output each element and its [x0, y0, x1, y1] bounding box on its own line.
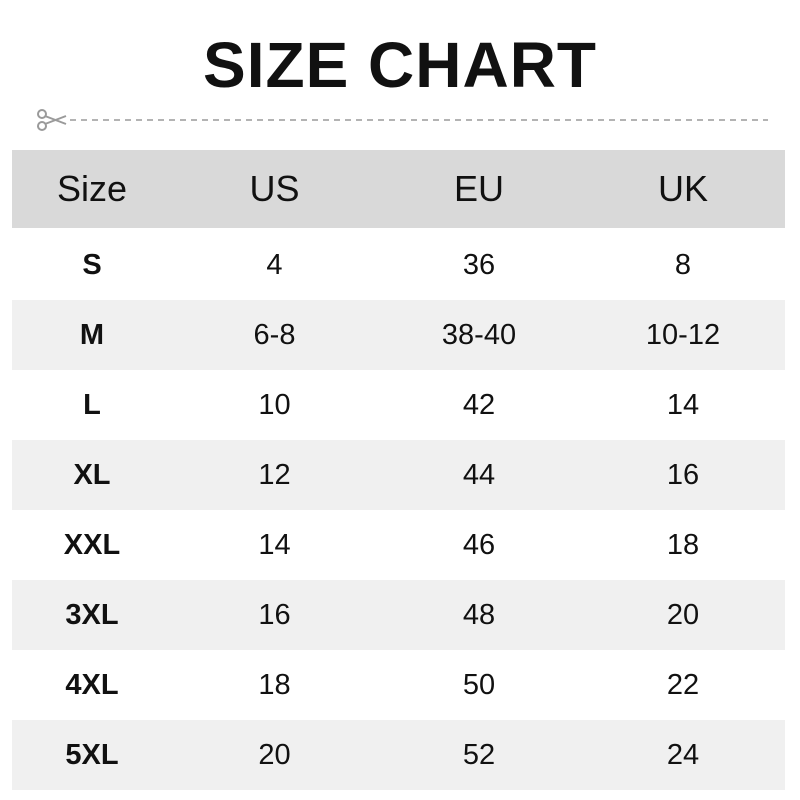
table-row: L 10 42 14 — [12, 370, 785, 440]
cell-uk: 18 — [666, 528, 700, 561]
cell-eu: 46 — [462, 528, 496, 561]
header-size: Size — [56, 168, 128, 209]
table-header: Size US EU UK — [12, 150, 785, 228]
cell-size: XXL — [63, 528, 121, 561]
cell-us: 4 — [266, 248, 283, 281]
table-row: 5XL 20 52 24 — [12, 720, 785, 790]
cell-size: 5XL — [65, 738, 119, 771]
cell-us: 16 — [258, 598, 291, 631]
cell-uk: 10-12 — [645, 318, 721, 351]
scissors-icon — [37, 109, 67, 131]
cell-size: 4XL — [65, 668, 119, 701]
cell-eu: 44 — [462, 458, 496, 491]
cell-uk: 24 — [666, 738, 700, 771]
cell-us: 14 — [258, 528, 291, 561]
table-row: XL 12 44 16 — [12, 440, 785, 510]
table-row: 3XL 16 48 20 — [12, 580, 785, 650]
cell-eu: 36 — [462, 248, 496, 281]
table-row: M 6-8 38-40 10-12 — [12, 300, 785, 370]
table-row: 4XL 18 50 22 — [12, 650, 785, 720]
cell-us: 18 — [258, 668, 291, 701]
cell-us: 20 — [258, 738, 291, 771]
table-row: S 4 36 8 — [12, 230, 785, 300]
cell-size: 3XL — [65, 598, 119, 631]
cell-uk: 16 — [666, 458, 700, 491]
header-uk: UK — [657, 168, 708, 209]
header-eu: EU — [453, 168, 504, 209]
cell-eu: 38-40 — [441, 318, 517, 351]
cell-eu: 50 — [462, 668, 496, 701]
cell-uk: 14 — [666, 388, 700, 421]
cell-eu: 42 — [462, 388, 496, 421]
table-row: XXL 14 46 18 — [12, 510, 785, 580]
cell-uk: 22 — [666, 668, 700, 701]
cell-us: 6-8 — [253, 318, 296, 351]
cell-size: XL — [73, 458, 111, 491]
cell-size: S — [82, 248, 102, 281]
cut-line — [37, 109, 768, 131]
page-title: SIZE CHART — [203, 29, 597, 101]
cell-size: L — [83, 388, 101, 421]
cell-uk: 20 — [666, 598, 700, 631]
size-table: Size US EU UK S 4 36 8 M 6-8 38-40 10-12 L 10 42 14… — [12, 150, 785, 790]
cell-size: M — [79, 318, 105, 351]
cell-uk: 8 — [674, 248, 692, 281]
cell-us: 10 — [258, 388, 291, 421]
cell-eu: 52 — [462, 738, 496, 771]
cell-eu: 48 — [462, 598, 496, 631]
header-us: US — [249, 168, 300, 209]
cell-us: 12 — [258, 458, 291, 491]
